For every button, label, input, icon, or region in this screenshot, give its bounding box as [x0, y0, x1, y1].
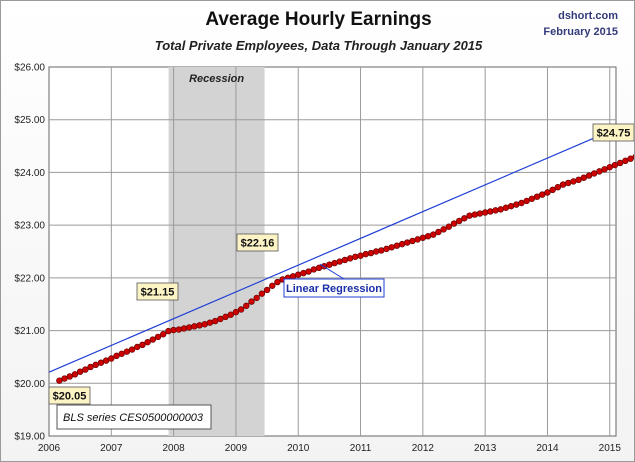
data-point	[544, 189, 551, 196]
series-note: BLS series CES0500000003	[63, 412, 204, 424]
data-point	[440, 226, 447, 233]
data-point	[274, 278, 281, 286]
data-point	[352, 253, 359, 260]
data-point	[154, 333, 162, 341]
y-tick-label: $26.00	[14, 63, 45, 74]
value-callout: $21.15	[141, 287, 175, 299]
x-tick-label: 2010	[287, 443, 310, 454]
y-tick-label: $23.00	[14, 221, 45, 232]
data-point	[227, 311, 234, 318]
data-point	[144, 338, 151, 346]
data-point	[139, 341, 146, 349]
data-point	[450, 220, 458, 227]
source-date: February 2015	[543, 26, 618, 38]
data-point	[258, 290, 266, 297]
data-point	[461, 215, 468, 222]
y-tick-label: $25.00	[14, 115, 45, 126]
data-point	[430, 231, 437, 238]
data-point	[253, 294, 260, 302]
data-point	[175, 326, 183, 333]
data-point	[476, 210, 484, 217]
x-tick-label: 2012	[412, 443, 435, 454]
data-point	[554, 183, 562, 191]
source-site: dshort.com	[558, 10, 618, 22]
recession-label: Recession	[189, 73, 244, 85]
data-point	[466, 212, 473, 219]
value-callout: $20.05	[53, 391, 87, 403]
x-tick-label: 2009	[225, 443, 248, 454]
data-point	[263, 286, 271, 294]
value-callout-box	[236, 233, 279, 252]
data-point	[549, 186, 556, 194]
data-point	[445, 223, 453, 230]
x-tick-label: 2015	[599, 443, 622, 454]
data-point	[632, 153, 634, 160]
value-callout-box	[592, 123, 634, 142]
data-point	[196, 322, 203, 329]
x-tick-label: 2014	[536, 443, 559, 454]
plot-area	[48, 66, 617, 437]
data-point	[487, 208, 494, 215]
regression-leader	[319, 263, 345, 280]
data-point	[492, 207, 499, 214]
value-callout: $24.75	[597, 128, 631, 140]
value-callout-box	[136, 282, 179, 301]
data-point	[471, 211, 478, 218]
y-tick-label: $21.00	[14, 326, 45, 337]
data-point	[248, 298, 255, 305]
data-point	[185, 324, 193, 331]
data-point	[269, 282, 276, 289]
regression-label-box	[283, 278, 385, 298]
series-note-box	[56, 404, 212, 430]
data-point	[191, 323, 198, 330]
y-tick-label: $20.00	[14, 379, 45, 390]
data-point	[170, 326, 177, 334]
data-point	[149, 336, 157, 343]
data-point	[160, 331, 167, 338]
value-callout: $22.16	[241, 238, 275, 250]
x-tick-label: 2007	[100, 443, 123, 454]
data-point	[372, 248, 380, 255]
data-point	[237, 306, 245, 313]
data-point	[232, 308, 240, 316]
y-tick-label: $24.00	[14, 168, 45, 179]
data-point	[128, 346, 136, 353]
x-tick-label: 2008	[162, 443, 185, 454]
value-callout-box	[48, 386, 91, 405]
regression-label: Linear Regression	[286, 283, 382, 295]
chart-subtitle: Total Private Employees, Data Through Ja…	[154, 38, 483, 53]
y-tick-label: $19.00	[14, 432, 45, 443]
data-point	[362, 250, 369, 258]
chart-title: Average Hourly Earnings	[205, 9, 432, 30]
data-point	[243, 302, 250, 309]
x-tick-label: 2006	[38, 443, 61, 454]
x-tick-label: 2013	[474, 443, 497, 454]
regression-line	[48, 130, 611, 373]
source-credit: dshort.com February 2015	[543, 8, 618, 40]
data-point	[481, 209, 489, 216]
data-point	[455, 217, 463, 225]
data-point	[108, 355, 115, 362]
data-point	[71, 371, 79, 378]
recession-band	[168, 67, 265, 436]
y-tick-label: $22.00	[14, 273, 45, 284]
data-point	[180, 325, 188, 332]
data-point	[435, 228, 442, 236]
data-point	[82, 366, 89, 373]
data-point	[165, 327, 172, 335]
x-tick-label: 2011	[350, 443, 372, 454]
